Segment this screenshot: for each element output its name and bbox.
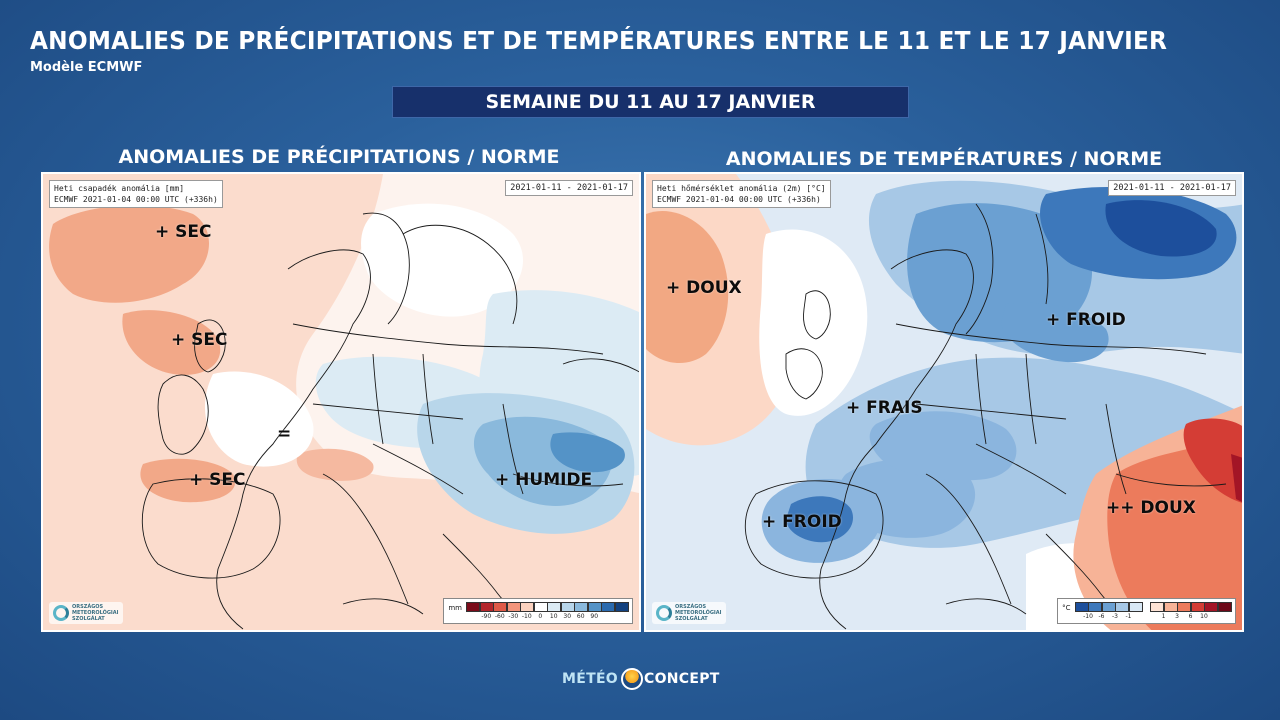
precipitation-info-line2: ECMWF 2021-01-04 00:00 UTC (+336h)	[54, 195, 218, 204]
precipitation-date-range: 2021-01-11 - 2021-01-17	[505, 180, 633, 196]
precipitation-info-line1: Heti csapadék anomália [mm]	[54, 184, 185, 193]
temperature-legend-warm-swatch	[1163, 602, 1178, 612]
temperature-legend-warm-swatch	[1204, 602, 1218, 612]
temperature-info-line2: ECMWF 2021-01-04 00:00 UTC (+336h)	[657, 195, 821, 204]
label-sec-south: + SEC	[189, 470, 246, 490]
temperature-legend-warm-swatch	[1150, 602, 1164, 612]
temperature-legend-cold-tick: -10	[1083, 613, 1093, 620]
logo-line1: ORSZÁGOS	[72, 604, 104, 610]
label-humide: + HUMIDE	[495, 470, 593, 490]
precipitation-legend-swatch	[533, 602, 548, 612]
temperature-legend-warm-swatch	[1177, 602, 1191, 612]
precipitation-legend-swatch	[574, 602, 588, 612]
precipitation-panel-title: ANOMALIES DE PRÉCIPITATIONS / NORME	[118, 146, 560, 168]
label-froid-spain: + FROID	[762, 512, 842, 532]
label-sec-mid: + SEC	[171, 330, 228, 350]
precipitation-legend-swatch	[547, 602, 561, 612]
temperature-legend-warm-swatch	[1190, 602, 1205, 612]
precipitation-legend-tick: -60	[494, 613, 505, 620]
precipitation-legend-tick: 30	[563, 613, 572, 620]
precipitation-info-box: Heti csapadék anomália [mm] ECMWF 2021-0…	[49, 180, 223, 208]
temperature-legend: °C -10 -6 -3 -1 1 3 6 10	[1057, 598, 1236, 624]
temperature-legend-cold-swatch	[1074, 602, 1089, 612]
precipitation-map: Heti csapadék anomália [mm] ECMWF 2021-0…	[41, 172, 641, 632]
brand-sun-icon	[621, 668, 644, 690]
brand-part1: MÉTÉO	[562, 671, 619, 687]
precipitation-legend-swatch	[601, 602, 615, 612]
precipitation-legend-swatch	[506, 602, 521, 612]
temperature-panel-title: ANOMALIES DE TEMPÉRATURES / NORME	[725, 148, 1163, 170]
precipitation-legend-swatch	[520, 602, 534, 612]
precipitation-legend-unit: mm	[448, 604, 462, 612]
precipitation-legend-tick: 10	[549, 613, 558, 620]
temperature-legend-cold-swatch	[1101, 602, 1116, 612]
temperature-legend-cold-swatch	[1088, 602, 1102, 612]
temperature-legend-gap	[1142, 602, 1150, 612]
label-doux-west: + DOUX	[666, 278, 742, 298]
logo-line3: SZOLGÁLAT	[675, 616, 708, 622]
precipitation-legend-tick: -10	[521, 613, 532, 620]
label-froid-east: + FROID	[1046, 310, 1126, 330]
meteo-concept-logo: MÉTÉO CONCEPT	[562, 668, 720, 690]
temperature-legend-ticks: -10 -6 -3 -1 1 3 6 10	[1075, 612, 1232, 621]
week-banner: SEMAINE DU 11 AU 17 JANVIER	[392, 86, 909, 118]
precipitation-legend-tick: 0	[538, 613, 543, 620]
precipitation-legend-swatch	[479, 602, 494, 612]
main-title: ANOMALIES DE PRÉCIPITATIONS ET DE TEMPÉR…	[30, 26, 1168, 55]
temperature-legend-warm-tick: 3	[1175, 613, 1179, 620]
temperature-map-graphic	[646, 174, 1242, 630]
precipitation-legend-tick: 90	[590, 613, 599, 620]
temperature-legend-cold-tick: -6	[1098, 613, 1105, 620]
logo-line1: ORSZÁGOS	[675, 604, 707, 610]
temperature-date-range: 2021-01-11 - 2021-01-17	[1108, 180, 1236, 196]
precipitation-legend: mm -90 -60 -30 -10 0 10 30 60 90	[443, 598, 633, 624]
logo-line3: SZOLGÁLAT	[72, 616, 105, 622]
temperature-legend-cold-swatch	[1128, 602, 1143, 612]
model-subtitle: Modèle ECMWF	[30, 60, 143, 75]
omsz-logo: ORSZÁGOS METEOROLÓGIAI SZOLGÁLAT	[49, 602, 123, 624]
logo-line2: METEOROLÓGIAI	[72, 610, 119, 616]
precipitation-legend-swatch	[466, 602, 480, 612]
precipitation-legend-tick: -90	[481, 613, 492, 620]
omsz-logo-icon	[656, 605, 672, 621]
omsz-logo-icon	[53, 605, 69, 621]
precipitation-legend-swatch	[587, 602, 602, 612]
logo-line2: METEOROLÓGIAI	[675, 610, 722, 616]
temperature-legend-warm-tick: 6	[1188, 613, 1193, 620]
omsz-logo: ORSZÁGOS METEOROLÓGIAI SZOLGÁLAT	[652, 602, 726, 624]
precipitation-legend-swatch	[614, 602, 629, 612]
temperature-legend-cold-tick: -3	[1112, 613, 1118, 620]
temperature-legend-warm-tick: 10	[1200, 613, 1208, 620]
label-doux-southeast: ++ DOUX	[1106, 498, 1196, 518]
temperature-info-line1: Heti hőmérséklet anomália (2m) [°C]	[657, 184, 826, 193]
temperature-map: Heti hőmérséklet anomália (2m) [°C] ECMW…	[644, 172, 1244, 632]
temperature-legend-unit: °C	[1062, 604, 1071, 612]
precipitation-map-graphic	[43, 174, 639, 630]
precipitation-legend-tick: -30	[508, 613, 519, 620]
label-sec-north: + SEC	[155, 222, 212, 242]
precipitation-legend-swatch	[560, 602, 575, 612]
temperature-legend-warm-tick: 1	[1161, 613, 1166, 620]
temperature-legend-cold-swatch	[1115, 602, 1129, 612]
temperature-legend-cold-tick: -1	[1125, 613, 1132, 620]
precipitation-legend-swatch	[493, 602, 507, 612]
precipitation-legend-ticks: -90 -60 -30 -10 0 10 30 60 90	[466, 612, 628, 621]
temperature-legend-warm-swatch	[1217, 602, 1232, 612]
label-equal: =	[277, 424, 292, 444]
temperature-legend-swatches	[1074, 602, 1232, 612]
temperature-info-box: Heti hőmérséklet anomália (2m) [°C] ECMW…	[652, 180, 831, 208]
precipitation-legend-tick: 60	[576, 613, 585, 620]
label-frais: + FRAIS	[846, 398, 923, 418]
precipitation-legend-swatches	[466, 602, 629, 612]
brand-part2: CONCEPT	[644, 671, 720, 687]
